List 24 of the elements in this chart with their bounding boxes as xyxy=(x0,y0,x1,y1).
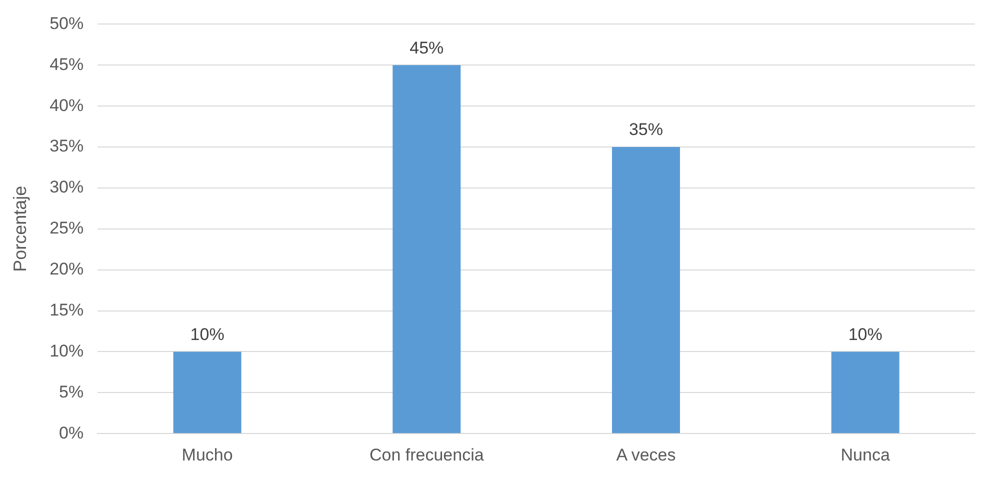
y-tick-label: 15% xyxy=(50,300,84,320)
y-tick-label: 50% xyxy=(50,14,84,33)
bar xyxy=(173,352,242,434)
x-tick-label: Con frecuencia xyxy=(369,445,484,464)
data-label: 35% xyxy=(628,120,663,140)
y-tick-label: 20% xyxy=(50,260,84,279)
x-tick-label: A veces xyxy=(616,445,676,464)
y-tick-label: 10% xyxy=(50,341,84,360)
y-tick-label: 40% xyxy=(50,96,84,115)
y-axis-title: Porcentaje xyxy=(10,186,30,272)
bar xyxy=(831,352,900,434)
y-tick-label: 45% xyxy=(50,54,84,74)
bar xyxy=(612,147,680,434)
bar xyxy=(392,65,461,434)
y-tick-label: 35% xyxy=(50,136,84,156)
data-label: 10% xyxy=(848,324,882,344)
data-label: 45% xyxy=(410,38,444,58)
y-tick-label: 0% xyxy=(59,423,84,442)
y-tick-label: 25% xyxy=(50,218,84,238)
x-tick-label: Nunca xyxy=(840,445,890,464)
y-tick-label: 5% xyxy=(59,382,84,402)
y-tick-label: 30% xyxy=(50,178,84,197)
x-tick-label: Mucho xyxy=(182,445,233,464)
data-label: 10% xyxy=(190,324,224,344)
